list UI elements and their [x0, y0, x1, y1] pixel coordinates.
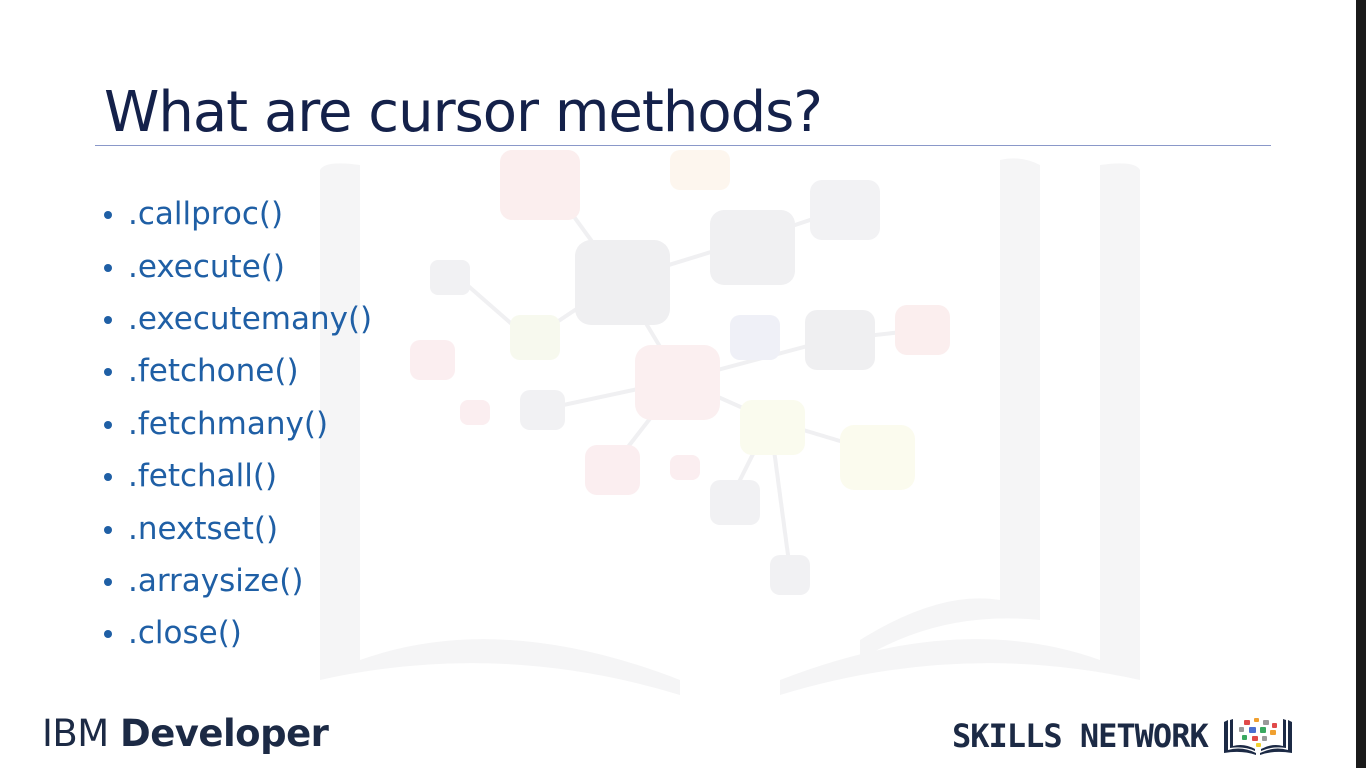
- method-name: .fetchall(): [128, 458, 278, 495]
- bullet-icon: [104, 315, 112, 324]
- bullet-icon: [104, 368, 112, 377]
- list-item: .fetchall(): [104, 450, 372, 502]
- bullet-icon: [104, 473, 112, 482]
- method-name: .executemany(): [128, 300, 373, 337]
- list-item: .fetchone(): [104, 345, 372, 397]
- method-name: .fetchmany(): [128, 405, 329, 442]
- list-item: .arraysize(): [104, 555, 372, 607]
- bullet-icon: [104, 525, 112, 534]
- brand-light: IBM: [42, 712, 120, 755]
- right-edge-bar: [1356, 0, 1366, 768]
- method-name: .close(): [128, 615, 242, 652]
- skills-network-label: SKILLS NETWORK: [952, 717, 1209, 755]
- method-name: .nextset(): [128, 510, 279, 547]
- list-item: .executemany(): [104, 293, 372, 345]
- method-name: .execute(): [128, 248, 285, 285]
- list-item: .close(): [104, 607, 372, 659]
- list-item: .fetchmany(): [104, 398, 372, 450]
- bullet-icon: [104, 420, 112, 429]
- bullet-icon: [104, 630, 112, 639]
- slide-title: What are cursor methods?: [104, 80, 823, 145]
- title-divider: [95, 145, 1271, 146]
- method-name: .arraysize(): [128, 562, 304, 599]
- bullet-icon: [104, 211, 112, 220]
- skills-network-logo: SKILLS NETWORK: [952, 716, 1294, 756]
- method-name: .fetchone(): [128, 353, 299, 390]
- method-name: .callproc(): [128, 196, 284, 233]
- list-item: .nextset(): [104, 502, 372, 554]
- bullet-icon: [104, 263, 112, 272]
- list-item: .execute(): [104, 240, 372, 292]
- method-list: .callproc() .execute() .executemany() .f…: [104, 188, 372, 660]
- ibm-developer-logo: IBM Developer: [42, 712, 329, 755]
- book-network-watermark: [320, 150, 1140, 696]
- open-book-network-icon: [1223, 718, 1292, 755]
- list-item: .callproc(): [104, 188, 372, 240]
- brand-bold: Developer: [119, 712, 329, 755]
- bullet-icon: [104, 577, 112, 586]
